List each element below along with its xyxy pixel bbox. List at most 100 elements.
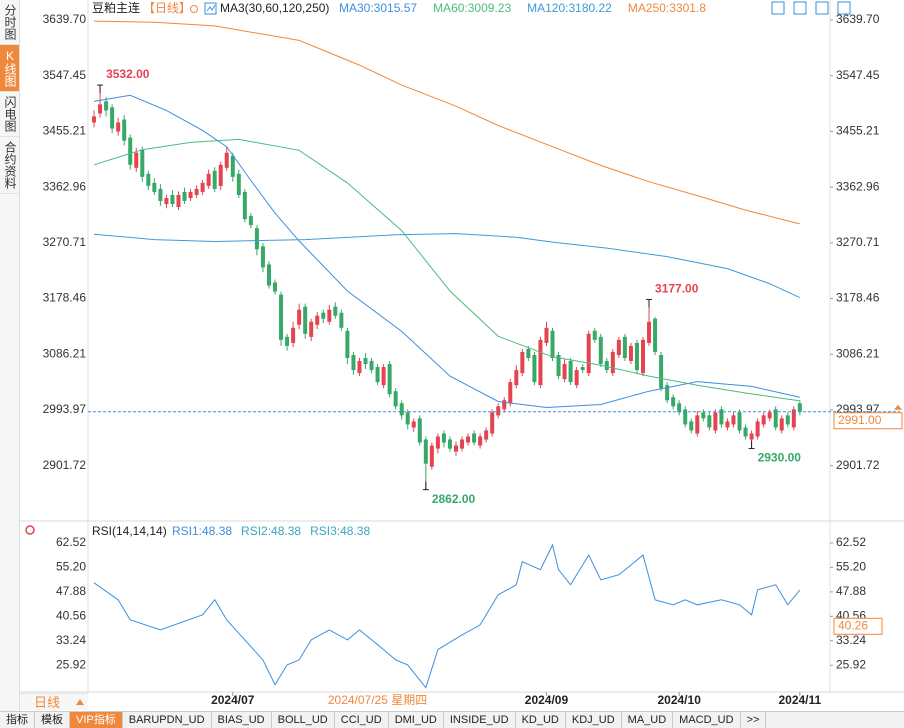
y-tick-label-left: 3086.21: [43, 346, 87, 360]
candle-body: [381, 367, 386, 386]
indicator-tab[interactable]: 指标: [0, 712, 35, 728]
candle-body: [309, 321, 314, 337]
candle-body: [248, 216, 253, 226]
sidebar-tab[interactable]: 闪电图: [0, 92, 19, 137]
candle-body: [435, 436, 440, 449]
candle-body: [321, 312, 326, 319]
y-tick-label-right: 3547.45: [836, 68, 880, 82]
candle-body: [218, 164, 223, 186]
candle-body: [146, 173, 151, 186]
tool-button[interactable]: [837, 1, 851, 15]
indicator-tab[interactable]: >>: [741, 712, 767, 728]
toolbar: [771, 1, 851, 15]
indicator-tab[interactable]: MACD_UD: [673, 712, 741, 728]
candle-body: [574, 370, 579, 386]
candle-body: [266, 264, 271, 286]
indicator-tab[interactable]: 模板: [35, 712, 70, 728]
candle-body: [363, 358, 368, 365]
candle-body: [460, 439, 465, 449]
tool-button[interactable]: [771, 1, 785, 15]
candle-body: [604, 361, 609, 371]
rsi-settings-icon[interactable]: [25, 525, 35, 535]
indicator-tab[interactable]: BARUPDN_UD: [123, 712, 212, 728]
y-tick-label-left: 62.52: [56, 535, 86, 549]
y-tick-label-right: 2901.72: [836, 458, 880, 472]
x-tick-label: 2024/10: [657, 693, 701, 707]
y-tick-label-left: 33.24: [56, 633, 86, 647]
candle-body: [478, 436, 483, 446]
indicator-tab[interactable]: KD_UD: [516, 712, 566, 728]
candle-body: [417, 418, 422, 443]
indicator-tab[interactable]: KDJ_UD: [566, 712, 622, 728]
y-tick-label-right: 47.88: [836, 584, 866, 598]
candle-body: [170, 194, 175, 205]
settings-icon[interactable]: [190, 5, 198, 13]
legend-entry: RSI3:48.38: [310, 524, 370, 538]
candle-body: [622, 336, 627, 359]
candle-body: [212, 170, 217, 189]
candle-body: [586, 333, 591, 374]
indicator-tab[interactable]: BIAS_UD: [212, 712, 272, 728]
y-tick-label-right: 3270.71: [836, 235, 880, 249]
ma-line: [93, 20, 800, 225]
candle-body: [351, 354, 356, 371]
candle-body: [647, 321, 652, 343]
y-tick-label-left: 40.56: [56, 608, 86, 622]
indicator-tab[interactable]: MA_UD: [622, 712, 674, 728]
candle-body: [490, 412, 495, 434]
candle-body: [447, 439, 452, 449]
sidebar-tab[interactable]: 分时图: [0, 0, 19, 45]
candle-body: [568, 361, 573, 383]
candle-body: [532, 354, 537, 383]
candle-body: [375, 367, 380, 383]
y-tick-label-left: 47.88: [56, 584, 86, 598]
candle-body: [176, 194, 181, 208]
candle-body: [339, 312, 344, 328]
candle-body: [429, 445, 434, 467]
ma-toggle[interactable]: [204, 2, 217, 15]
candle-body: [713, 412, 718, 431]
candle-body: [508, 382, 513, 404]
candle-body: [116, 122, 121, 132]
candle-body: [761, 415, 766, 425]
legend-entry: RSI1:48.38: [172, 524, 232, 538]
y-tick-label-left: 3455.21: [43, 124, 87, 138]
candle-body: [254, 228, 259, 250]
y-tick-label-right: 3455.21: [836, 124, 880, 138]
period-button[interactable]: 日线: [20, 693, 88, 710]
sidebar-tab[interactable]: 合约资料: [0, 137, 19, 194]
cursor-date-label: 2024/07/25 星期四: [328, 693, 427, 707]
rsi-title: RSI(14,14,14): [92, 524, 167, 538]
candle-body: [230, 155, 235, 177]
extreme-label: 3532.00: [106, 67, 150, 81]
indicator-tab[interactable]: VIP指标: [70, 712, 123, 728]
candle-body: [315, 315, 320, 325]
candle-body: [544, 327, 549, 343]
x-tick-label: 2024/11: [778, 693, 821, 707]
ma-line: [93, 138, 800, 402]
candle-body: [767, 412, 772, 419]
candle-body: [785, 415, 790, 425]
candle-body: [671, 397, 676, 407]
candle-body: [683, 409, 688, 425]
candle-body: [677, 403, 682, 413]
tool-button[interactable]: [793, 1, 807, 15]
extreme-label: 3177.00: [655, 282, 699, 296]
candle-body: [122, 119, 127, 141]
sidebar-tab[interactable]: K线图: [0, 45, 19, 92]
indicator-tab[interactable]: BOLL_UD: [272, 712, 335, 728]
candle-body: [224, 152, 229, 168]
candle-body: [562, 364, 567, 380]
indicator-tab[interactable]: INSIDE_UD: [444, 712, 516, 728]
candle-body: [182, 191, 187, 202]
indicator-tabs: 指标 模板 VIP指标 BARUPDN_UD BIAS_UD BOLL_UD CCI_UD D…: [0, 711, 904, 728]
candle-body: [423, 439, 428, 464]
indicator-tab[interactable]: CCI_UD: [335, 712, 389, 728]
candle-body: [345, 330, 350, 359]
candle-body: [200, 182, 205, 192]
indicator-tab[interactable]: DMI_UD: [389, 712, 444, 728]
indicator-line: [93, 543, 801, 689]
tool-button[interactable]: [815, 1, 829, 15]
legend-entry: MA60:3009.23: [433, 1, 511, 15]
